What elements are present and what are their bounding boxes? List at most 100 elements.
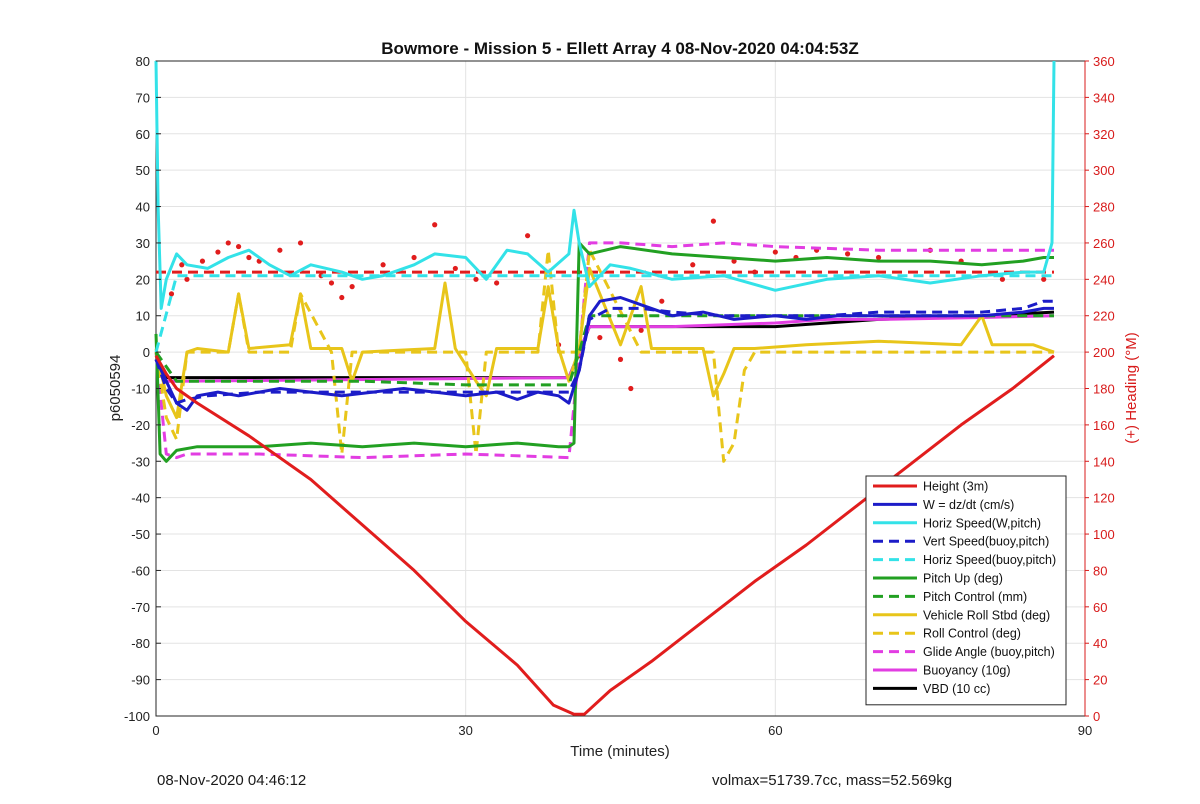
y2-tick-label: 340 (1093, 90, 1115, 105)
heading-point (690, 262, 696, 268)
heading-point (215, 249, 221, 255)
heading-point (752, 269, 758, 275)
y-tick-label: -90 (131, 673, 150, 688)
y2-tick-label: 60 (1093, 600, 1107, 615)
heading-point (380, 262, 386, 268)
heading-point (432, 222, 438, 228)
legend-label: VBD (10 cc) (923, 682, 990, 696)
legend: Height (3m) W = dz/dt (cm/s) Horiz Speed(W… (865, 475, 1067, 706)
heading-point (199, 258, 206, 264)
series-line (154, 266, 1055, 420)
heading-point (179, 262, 185, 268)
y2-tick-label: 300 (1093, 163, 1115, 178)
heading-point (494, 280, 500, 286)
heading-point (1041, 276, 1047, 282)
heading-point (772, 249, 778, 255)
heading-point (235, 243, 242, 250)
x-tick-label: 90 (1078, 723, 1092, 738)
heading-point (339, 294, 345, 301)
y2-tick-label: 260 (1093, 236, 1115, 251)
y-tick-label: 30 (136, 236, 150, 251)
legend-label: Pitch Up (deg) (923, 572, 1003, 586)
x-tick-label: 30 (458, 723, 472, 738)
y-tick-label: 20 (136, 272, 150, 287)
legend-label: Vehicle Roll Stbd (deg) (923, 608, 1050, 622)
legend-label: Horiz Speed(buoy,pitch) (923, 553, 1056, 567)
y2-tick-label: 160 (1093, 418, 1115, 433)
y-tick-label: 0 (143, 345, 150, 360)
series-5 (154, 241, 1054, 463)
y-tick-label: -100 (124, 709, 150, 724)
series-line (154, 274, 1054, 353)
heading-point (844, 251, 851, 257)
chart-title: Bowmore - Mission 5 - Ellett Array 4 08-… (381, 39, 858, 58)
y2-tick-label: 120 (1093, 491, 1115, 506)
y-tick-label: 10 (136, 309, 150, 324)
heading-point (638, 327, 644, 333)
y2-tick-label: 40 (1093, 636, 1107, 651)
legend-box (865, 475, 1067, 706)
series-line (154, 296, 1054, 412)
y-tick-label: -40 (131, 491, 150, 506)
legend-label: Horiz Speed(W,pitch) (923, 516, 1041, 530)
heading-point (659, 298, 665, 304)
y-tick-label: -50 (131, 527, 150, 542)
y-tick-label: -70 (131, 600, 150, 615)
legend-label: Glide Angle (buoy,pitch) (923, 645, 1055, 659)
heading-point (628, 385, 634, 392)
heading-point (710, 218, 717, 224)
heading-point (297, 240, 304, 246)
y2-tick-label: 100 (1093, 527, 1115, 542)
y-tick-label: -10 (131, 382, 150, 397)
y-tick-label: 40 (136, 200, 150, 215)
heading-point (731, 258, 737, 264)
legend-label: Pitch Control (mm) (923, 590, 1027, 604)
series-line (154, 248, 1054, 463)
series-8 (154, 248, 1054, 463)
series-1 (154, 296, 1054, 412)
y2-tick-label: 280 (1093, 200, 1115, 215)
legend-label: Vert Speed(buoy,pitch) (923, 535, 1049, 549)
heading-point (473, 276, 479, 282)
legend-label: Buoyancy (10g) (923, 664, 1011, 678)
heading-point (452, 265, 458, 272)
heading-point (875, 254, 882, 261)
y2-tick-label: 220 (1093, 309, 1115, 324)
heading-point (328, 280, 335, 286)
y2-tick-label: 320 (1093, 127, 1115, 142)
series-10 (154, 314, 1055, 383)
series-line (154, 241, 1054, 463)
legend-label: Height (3m) (923, 480, 988, 494)
y-tick-label: 60 (136, 127, 150, 142)
y2-axis-label: (+) Heading (°M) (1123, 332, 1140, 443)
heading-point (411, 254, 417, 261)
heading-point (999, 276, 1006, 282)
series-line (154, 314, 1055, 383)
y-tick-label: 70 (136, 90, 150, 105)
heading-point (277, 247, 283, 253)
y-tick-label: -30 (131, 454, 150, 469)
heading-point (597, 334, 603, 341)
legend-label: Roll Control (deg) (923, 627, 1021, 641)
series-line (154, 60, 1056, 310)
y-tick-label: 50 (136, 163, 150, 178)
y2-tick-label: 200 (1093, 345, 1115, 360)
y2-tick-label: 360 (1093, 54, 1115, 69)
y-tick-label: -60 (131, 563, 150, 578)
heading-point (246, 254, 252, 261)
series-7 (154, 266, 1055, 420)
footer-stats: volmax=51739.7cc, mass=52.569kg (712, 772, 953, 789)
footer-timestamp: 08-Nov-2020 04:46:12 (157, 772, 307, 789)
x-tick-label: 60 (768, 723, 782, 738)
heading-point (349, 284, 355, 290)
y2-tick-label: 240 (1093, 272, 1115, 287)
series-13 (168, 218, 1047, 392)
heading-point (525, 233, 531, 239)
y2-tick-label: 20 (1093, 673, 1107, 688)
y-axis-label: p6050594 (107, 355, 124, 422)
x-axis-label: Time (minutes) (570, 743, 669, 760)
x-tick-label: 0 (152, 723, 159, 738)
y-tick-label: -80 (131, 636, 150, 651)
series-4 (154, 274, 1054, 353)
